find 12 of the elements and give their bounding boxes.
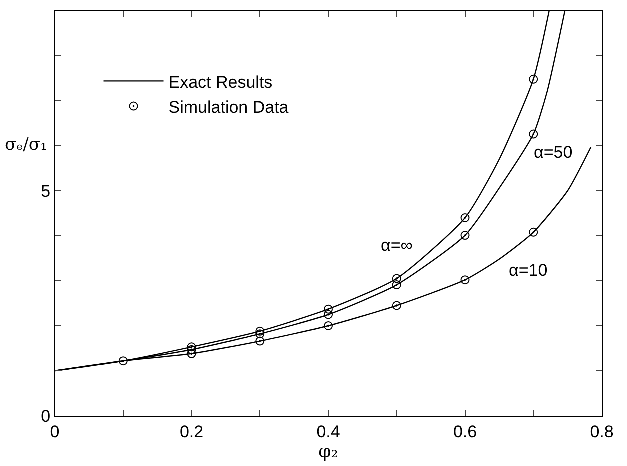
- x-tick-label: 0.6: [453, 422, 478, 442]
- annotation: α=10: [509, 261, 548, 280]
- legend-label: Simulation Data: [168, 98, 290, 117]
- annotation: α=∞: [381, 236, 413, 255]
- x-tick-label: 0.4: [316, 422, 340, 442]
- x-tick-label: 0.8: [590, 422, 614, 442]
- y-tick-label: 5: [41, 182, 51, 201]
- x-axis-title: φ₂: [318, 441, 338, 462]
- y-axis-title: σₑ/σ₁: [5, 135, 48, 155]
- x-tick-label: 0.2: [180, 422, 204, 442]
- annotation: α=50: [534, 143, 573, 162]
- legend-label: Exact Results: [168, 72, 273, 92]
